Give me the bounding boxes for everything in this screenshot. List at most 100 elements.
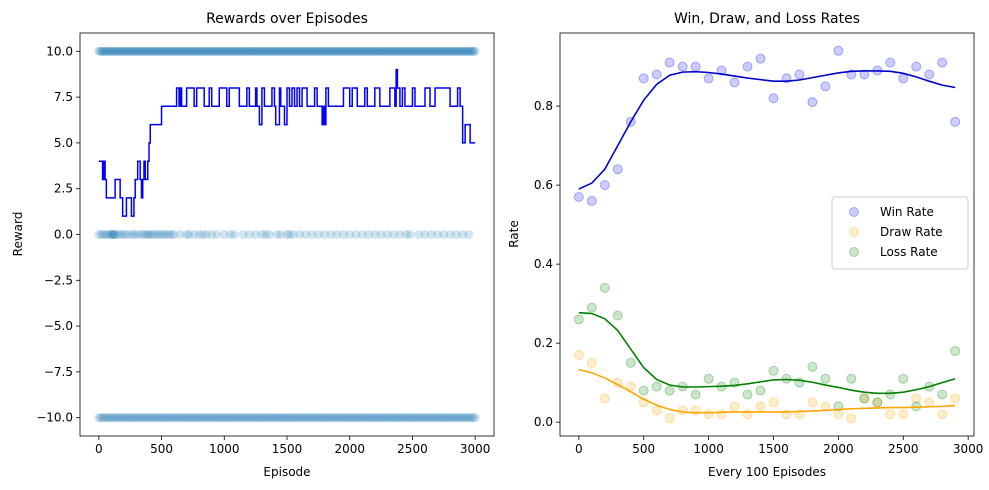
reward-point xyxy=(301,413,311,423)
reward-point xyxy=(269,46,279,56)
reward-point xyxy=(399,46,409,56)
reward-point xyxy=(369,46,379,56)
reward-point xyxy=(228,46,238,56)
reward-point xyxy=(386,46,396,56)
reward-point xyxy=(340,46,350,56)
reward-point xyxy=(354,413,364,423)
reward-point xyxy=(466,46,476,56)
reward-point xyxy=(221,46,231,56)
reward-point xyxy=(365,413,375,423)
reward-point xyxy=(442,413,452,423)
reward-point xyxy=(149,46,159,56)
reward-point xyxy=(182,46,192,56)
reward-point xyxy=(163,413,173,423)
rewards-x-tick-label: 2000 xyxy=(334,442,365,456)
rewards-x-tick-label: 1500 xyxy=(272,442,303,456)
reward-point xyxy=(169,413,179,423)
reward-point xyxy=(147,46,157,56)
reward-point xyxy=(162,230,172,239)
reward-point xyxy=(219,230,229,239)
legend-box xyxy=(831,196,969,270)
reward-point xyxy=(193,46,203,56)
loss-rate-point xyxy=(690,389,701,400)
reward-point xyxy=(395,413,405,423)
reward-point xyxy=(194,46,204,56)
reward-point xyxy=(295,413,305,423)
reward-point xyxy=(156,413,166,423)
reward-point xyxy=(249,46,259,56)
reward-point xyxy=(229,230,239,239)
reward-point xyxy=(263,46,273,56)
reward-point xyxy=(168,46,178,56)
reward-point xyxy=(135,230,145,239)
reward-point xyxy=(251,230,261,239)
reward-point xyxy=(464,230,474,239)
reward-point xyxy=(285,230,295,239)
reward-point xyxy=(328,46,338,56)
reward-point xyxy=(352,46,362,56)
reward-point xyxy=(308,46,318,56)
reward-point xyxy=(458,230,468,239)
win-rate-point xyxy=(937,57,948,68)
rewards-x-tick-label: 2500 xyxy=(397,442,428,456)
reward-point xyxy=(438,46,448,56)
reward-point xyxy=(248,413,258,423)
draw-rate-point xyxy=(937,409,948,420)
reward-point xyxy=(141,413,151,423)
reward-point xyxy=(105,413,115,423)
reward-point xyxy=(144,230,154,239)
reward-point xyxy=(419,46,429,56)
reward-point xyxy=(346,413,356,423)
reward-point xyxy=(199,413,209,423)
win-rate-point xyxy=(651,69,662,80)
reward-point xyxy=(360,46,370,56)
reward-point xyxy=(115,230,125,239)
win-rate-point xyxy=(729,77,740,88)
rewards-x-tick-label: 500 xyxy=(150,442,173,456)
loss-rate-point xyxy=(586,302,597,313)
reward-point xyxy=(136,46,146,56)
reward-point xyxy=(350,46,360,56)
reward-point xyxy=(129,230,139,239)
reward-point xyxy=(338,413,348,423)
reward-point xyxy=(450,46,460,56)
reward-point xyxy=(455,46,465,56)
reward-point xyxy=(300,46,310,56)
reward-point xyxy=(236,46,246,56)
loss-rate-point xyxy=(859,393,870,404)
reward-point xyxy=(220,413,230,423)
reward-point xyxy=(425,46,435,56)
reward-point xyxy=(167,230,177,239)
reward-point xyxy=(378,413,388,423)
reward-point xyxy=(352,413,362,423)
reward-point xyxy=(246,413,256,423)
rewards-x-ticks: 0 500 1000 1500 2000 2500 3000 xyxy=(95,436,490,456)
reward-point xyxy=(322,413,332,423)
reward-point xyxy=(210,46,220,56)
rewards-y-tick-label: −5.0 xyxy=(44,319,73,333)
reward-point xyxy=(150,413,160,423)
reward-point xyxy=(376,413,386,423)
rates-x-tick-label: 500 xyxy=(632,442,655,456)
reward-point xyxy=(210,413,220,423)
reward-point xyxy=(298,46,308,56)
reward-point xyxy=(122,413,132,423)
reward-point xyxy=(172,46,182,56)
loss-rate-point xyxy=(612,310,623,321)
reward-point xyxy=(256,413,266,423)
reward-point xyxy=(188,413,198,423)
reward-point xyxy=(233,46,243,56)
reward-point xyxy=(268,46,278,56)
reward-point xyxy=(155,46,165,56)
reward-point xyxy=(299,413,309,423)
reward-point xyxy=(345,46,355,56)
rates-plot-area xyxy=(573,45,961,424)
win-rate-point xyxy=(690,61,701,72)
reward-point xyxy=(431,46,441,56)
reward-point xyxy=(297,46,307,56)
reward-point xyxy=(359,413,369,423)
rewards-x-tick-label: 0 xyxy=(95,442,103,456)
reward-point xyxy=(382,230,392,239)
reward-point xyxy=(355,46,365,56)
reward-point xyxy=(182,413,192,423)
